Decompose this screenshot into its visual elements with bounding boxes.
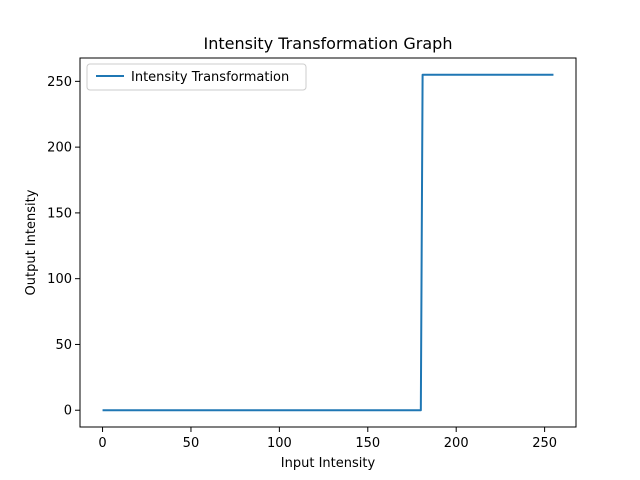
legend: Intensity Transformation bbox=[86, 63, 307, 91]
chart-title: Intensity Transformation Graph bbox=[204, 34, 453, 53]
x-tick-label: 100 bbox=[267, 436, 292, 451]
y-tick-label: 0 bbox=[64, 404, 72, 419]
y-axis-ticks: 0 50 100 150 200 250 bbox=[47, 75, 80, 419]
axes-frame bbox=[79, 57, 577, 428]
x-tick-label: 150 bbox=[355, 436, 380, 451]
y-tick-label: 50 bbox=[55, 338, 72, 353]
y-tick-label: 150 bbox=[47, 206, 72, 221]
y-tick-label: 250 bbox=[47, 75, 72, 90]
series-line-0 bbox=[102, 73, 554, 412]
x-tick-label: 250 bbox=[532, 436, 557, 451]
series-layer bbox=[102, 73, 554, 412]
x-axis-ticks: 0 50 100 150 200 250 bbox=[98, 427, 557, 451]
y-tick-label: 200 bbox=[47, 141, 72, 156]
legend-box bbox=[86, 63, 307, 91]
y-axis-title: Output Intensity bbox=[24, 189, 39, 295]
legend-label: Intensity Transformation bbox=[131, 70, 289, 85]
x-tick-label: 0 bbox=[98, 436, 106, 451]
x-tick-label: 50 bbox=[183, 436, 200, 451]
y-tick-label: 100 bbox=[47, 272, 72, 287]
x-axis-title: Input Intensity bbox=[281, 456, 376, 471]
x-tick-label: 200 bbox=[444, 436, 469, 451]
plot-area bbox=[79, 57, 577, 428]
